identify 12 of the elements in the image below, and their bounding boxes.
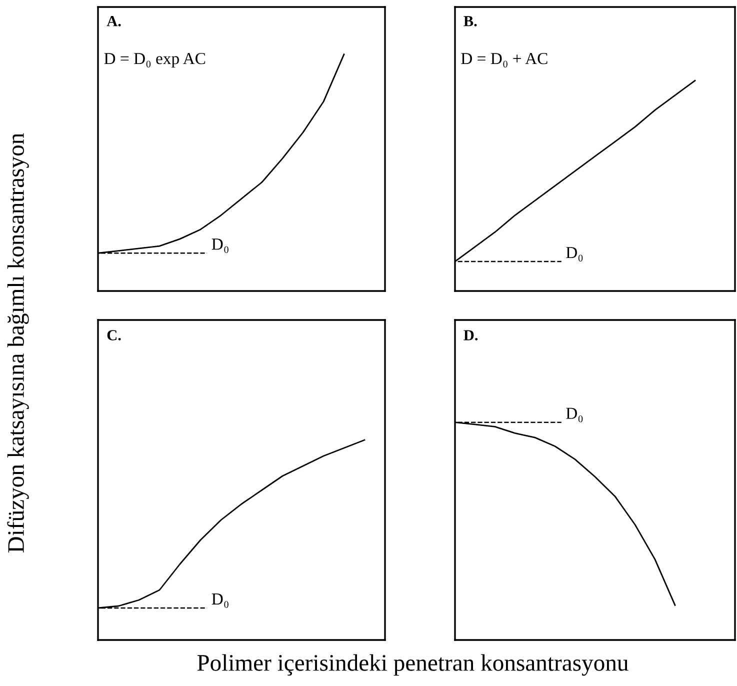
x-axis-title: Polimer içerisindeki penetran konsantrasyonu: [197, 654, 628, 676]
y-axis-title: Difüzyon katsayısına bağımlı konsantrasyon: [7, 133, 29, 552]
ref-line-label: D₀: [212, 594, 228, 608]
annotation: D = D₀ exp AC: [104, 52, 206, 68]
ref-line-label: D₀: [566, 408, 583, 422]
ref-line-label: D₀: [566, 247, 583, 262]
chart-title: A.: [106, 16, 121, 26]
chart-title: B.: [464, 16, 477, 26]
chart-title: C.: [107, 330, 121, 340]
text: D = D₀ + AC: [461, 52, 548, 68]
chart-title: D.: [464, 330, 478, 340]
ref-line-label: D₀: [212, 238, 228, 254]
